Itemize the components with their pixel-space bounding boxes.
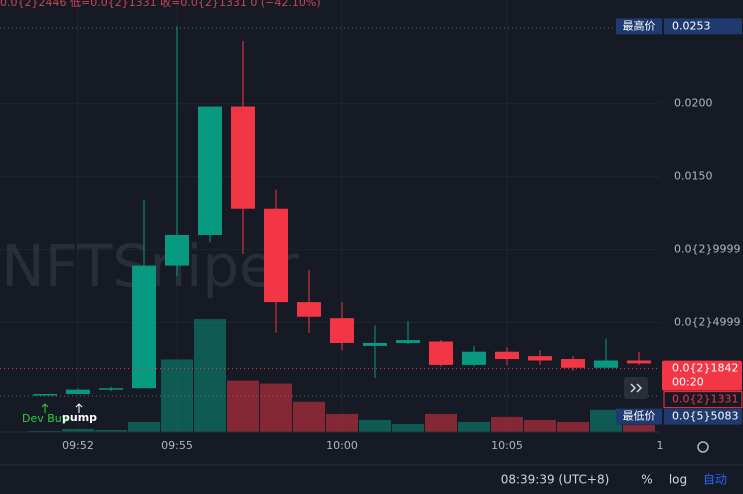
price-tag-name-box xyxy=(616,408,662,425)
volume-bar xyxy=(260,383,292,432)
volume-bar xyxy=(128,421,160,432)
log-toggle[interactable]: log xyxy=(669,473,687,487)
volume-bar xyxy=(293,401,325,432)
candle-body xyxy=(99,388,123,390)
auto-toggle[interactable]: 自动 xyxy=(703,473,727,487)
y-tick-label: 0.0150 xyxy=(674,170,713,183)
volume-bar xyxy=(326,413,358,432)
candle-body xyxy=(198,106,222,235)
candle-body xyxy=(528,356,552,361)
marker-label: Dev Buy xyxy=(22,412,69,425)
candle-body xyxy=(495,351,519,360)
candle-body xyxy=(594,360,618,368)
candle-body xyxy=(462,351,486,365)
x-tick-label: 10:05 xyxy=(491,439,523,452)
candle-body xyxy=(627,360,651,364)
marker-arrow xyxy=(41,403,49,413)
candle-body xyxy=(66,389,90,395)
volume-bar xyxy=(95,429,127,432)
candle-body xyxy=(165,234,189,266)
volume-bar xyxy=(227,380,259,432)
candle-body xyxy=(561,359,585,368)
clock: 08:39:39 (UTC+8) xyxy=(501,473,610,487)
x-tick-label: 1 xyxy=(657,439,664,452)
plot xyxy=(29,26,655,432)
price-tag xyxy=(664,408,742,425)
marker-arrow xyxy=(75,403,83,413)
candle-body xyxy=(264,208,288,303)
candle-body xyxy=(330,318,354,343)
y-tick-label: 0.0{2}4999 xyxy=(674,316,740,329)
marker-label: pump xyxy=(62,411,97,424)
volume-bar xyxy=(392,423,424,432)
x-tick-label: 09:52 xyxy=(62,439,94,452)
candle-body xyxy=(132,265,156,389)
settings-icon[interactable] xyxy=(697,441,709,453)
volume-bar xyxy=(491,416,523,432)
x-tick-label: 10:00 xyxy=(326,439,358,452)
scroll-icon xyxy=(630,383,643,393)
volume-bar xyxy=(194,319,226,432)
volume-bar xyxy=(425,413,457,432)
price-tag-name-box xyxy=(616,18,662,35)
price-tag-name: 最低价 xyxy=(623,410,656,423)
price-tag xyxy=(663,391,743,409)
price-tag-label: 0.0253 xyxy=(672,19,711,32)
price-tag-name: 最高价 xyxy=(623,18,656,32)
candle-body xyxy=(396,340,420,343)
candle-body xyxy=(429,341,453,365)
volume-bar xyxy=(359,419,391,432)
volume-bar xyxy=(62,428,94,432)
candle-body xyxy=(231,106,255,209)
price-tag-label: 0.0{2}1331 xyxy=(672,393,738,406)
price-tag xyxy=(664,18,742,35)
price-tag xyxy=(662,360,742,391)
header-ohlc: 0.0{2}2446 低=0.0{2}1331 收=0.0{2}1331 0 (… xyxy=(0,0,321,9)
price-tag-label: 0.0{5}5083 xyxy=(672,410,738,423)
volume-bar xyxy=(524,419,556,432)
candle-body xyxy=(297,302,321,317)
percent-toggle[interactable]: % xyxy=(641,473,652,487)
x-tick-label: 09:55 xyxy=(161,439,193,452)
volume-bar xyxy=(623,424,655,432)
candle-body xyxy=(363,342,387,346)
y-tick-label: 0.0200 xyxy=(674,97,713,110)
countdown: 00:20 xyxy=(672,376,704,389)
candle-body xyxy=(33,394,57,396)
price-tag-label: 0.0{2}1842 xyxy=(672,362,738,375)
volume-bar xyxy=(557,421,589,432)
volume-bar xyxy=(590,409,622,432)
y-tick-label: 0.0{2}9999 xyxy=(674,243,740,256)
volume-bar xyxy=(458,421,490,432)
volume-bar xyxy=(161,359,193,432)
